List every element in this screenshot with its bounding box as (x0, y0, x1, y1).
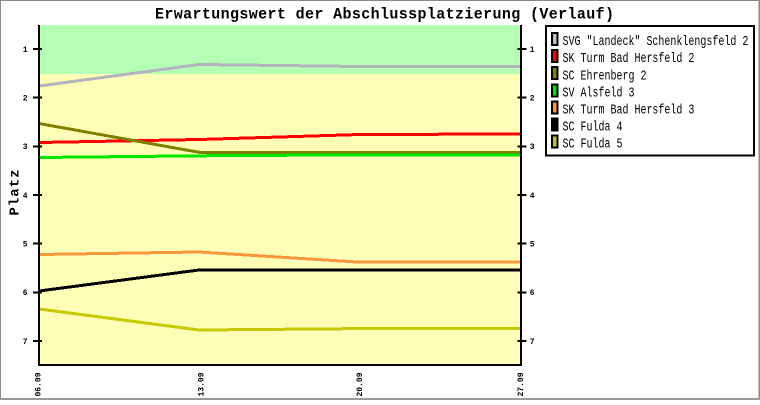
svg-text:1: 1 (530, 46, 535, 55)
svg-text:4: 4 (530, 192, 535, 201)
svg-text:5: 5 (530, 241, 535, 250)
svg-text:SC Fulda 5: SC Fulda 5 (563, 136, 623, 152)
svg-text:1: 1 (23, 46, 28, 55)
svg-text:SV Alsfeld 3: SV Alsfeld 3 (563, 85, 635, 101)
svg-text:20.09: 20.09 (356, 372, 365, 396)
svg-text:SC Ehrenberg 2: SC Ehrenberg 2 (563, 68, 647, 84)
svg-text:Erwartungswert der Abschlusspl: Erwartungswert der Abschlussplatzierung … (155, 5, 614, 24)
svg-text:2: 2 (23, 95, 28, 104)
svg-text:Platz: Platz (8, 168, 24, 215)
svg-text:2: 2 (530, 95, 535, 104)
svg-text:6: 6 (23, 289, 28, 298)
svg-text:13.09: 13.09 (197, 372, 206, 396)
svg-text:SK Turm Bad Hersfeld 3: SK Turm Bad Hersfeld 3 (563, 102, 695, 118)
svg-text:5: 5 (23, 241, 28, 250)
svg-text:SC Fulda 4: SC Fulda 4 (563, 119, 623, 135)
svg-text:SK Turm Bad Hersfeld 2: SK Turm Bad Hersfeld 2 (563, 51, 695, 67)
svg-text:3: 3 (23, 143, 28, 152)
svg-text:7: 7 (23, 338, 28, 347)
svg-text:6: 6 (530, 289, 535, 298)
svg-text:SVG "Landeck" Schenklengsfeld: SVG "Landeck" Schenklengsfeld 2 (563, 33, 749, 49)
svg-text:7: 7 (530, 338, 535, 347)
svg-text:27.09: 27.09 (517, 372, 526, 396)
svg-text:3: 3 (530, 143, 535, 152)
svg-text:06.09: 06.09 (35, 372, 44, 396)
